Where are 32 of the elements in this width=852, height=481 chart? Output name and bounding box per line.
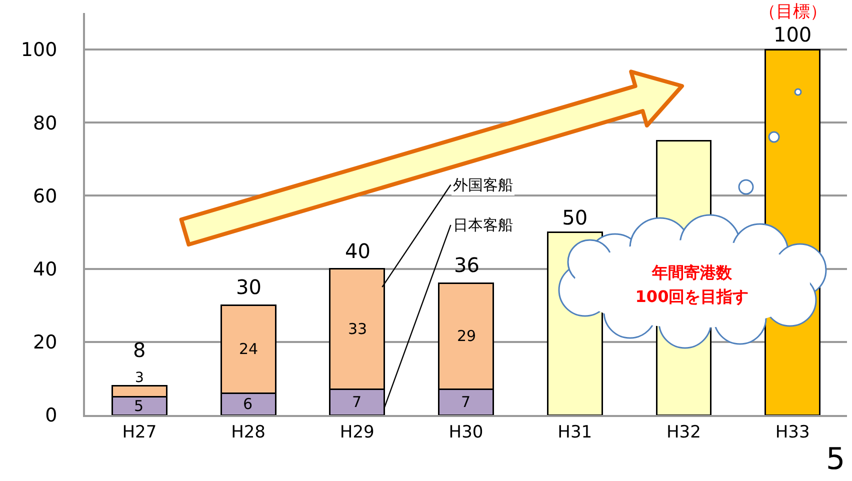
data-label: 7: [352, 393, 362, 411]
text: 外国客船: [453, 176, 513, 194]
data-label: 100: [773, 22, 812, 47]
total-label: 40: [345, 239, 370, 263]
y-tick-label: 60: [33, 185, 58, 208]
annotation: 年間寄港数 100回を目指す: [635, 263, 749, 306]
data-label: 29: [457, 327, 476, 345]
x-tick-label: H27: [122, 422, 157, 442]
data-label: 33: [348, 320, 368, 338]
y-tick-label: 0: [45, 404, 58, 427]
x-tick-label: H30: [448, 422, 484, 442]
data-label: 7: [461, 393, 471, 411]
x-tick-label: H29: [340, 422, 374, 442]
annotation: （目標）: [759, 2, 827, 22]
text: 5: [826, 442, 846, 477]
data-label: 3: [135, 370, 144, 386]
x-tick-label: H28: [231, 422, 266, 442]
total-label: 36: [454, 253, 480, 277]
x-tick-label: H32: [666, 422, 701, 442]
data-label: 5: [134, 397, 144, 415]
y-tick-label: 100: [20, 39, 58, 62]
total-label: 8: [133, 338, 146, 362]
x-tick-label: H33: [775, 422, 810, 442]
data-label: 24: [239, 340, 258, 358]
text: 日本客船: [453, 216, 513, 234]
y-tick-label: 40: [33, 258, 58, 280]
total-label: 30: [236, 275, 262, 299]
y-tick-label: 20: [33, 332, 58, 354]
data-label: 50: [562, 205, 588, 230]
x-tick-label: H31: [558, 422, 592, 442]
y-tick-label: 80: [33, 112, 58, 134]
data-label: 6: [243, 395, 253, 413]
